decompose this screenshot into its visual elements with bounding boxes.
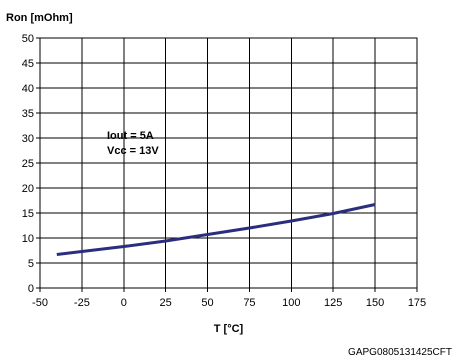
x-tick-label: 175 [408, 297, 426, 309]
y-tick-label: 45 [22, 58, 34, 70]
x-tick-label: 0 [121, 297, 127, 309]
y-tick-label: 25 [22, 158, 34, 170]
x-tick-label: 100 [282, 297, 300, 309]
y-tick-label: 35 [22, 108, 34, 120]
y-axis-title: Ron [mOhm] [6, 12, 73, 24]
x-tick-label: 125 [324, 297, 342, 309]
y-tick-label: 50 [22, 33, 34, 45]
y-tick-label: 30 [22, 133, 34, 145]
y-tick-label: 15 [22, 208, 34, 220]
plot-area [39, 37, 418, 289]
ron-series-line [56, 203, 376, 256]
x-tick-label: 25 [160, 297, 172, 309]
y-tick-label: 20 [22, 183, 34, 195]
axes: 0 5 10 15 20 25 30 35 40 45 50 -50 -25 0 25 50 75 100 125 1… [22, 33, 426, 309]
figure-code: GAPG0805131425CFT [348, 347, 452, 358]
x-axis-title: T [°C] [214, 323, 244, 335]
x-tick-label: 50 [201, 297, 213, 309]
y-tick-label: 40 [22, 83, 34, 95]
annotation-vcc: Vcc = 13V [107, 145, 159, 157]
x-tick-label: -25 [74, 297, 90, 309]
x-tick-label: 75 [243, 297, 255, 309]
x-tick-label: 150 [366, 297, 384, 309]
y-tick-label: 5 [28, 258, 34, 270]
annotation-iout: Iout = 5A [107, 130, 154, 142]
x-tick-label: -50 [32, 297, 48, 309]
y-tick-label: 0 [28, 283, 34, 295]
y-tick-label: 10 [22, 233, 34, 245]
